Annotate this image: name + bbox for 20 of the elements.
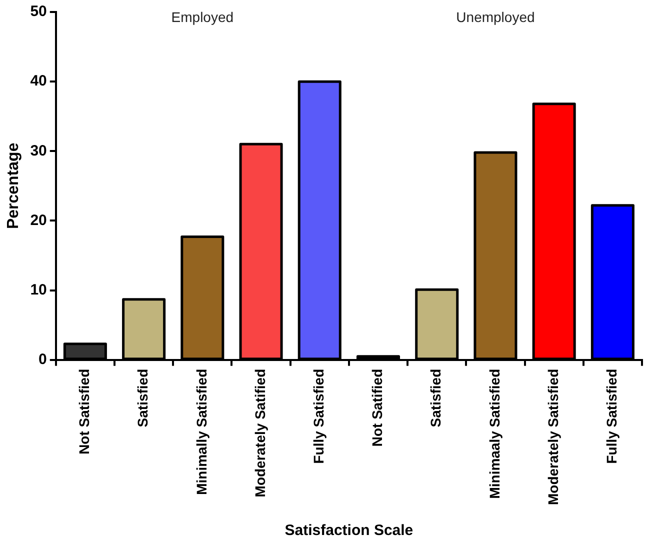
y-axis-title: Percentage <box>5 142 22 230</box>
y-tick-label: 30 <box>30 142 47 160</box>
x-tick-label: Satisfied <box>134 368 151 428</box>
annotation: Unemployed <box>456 8 535 25</box>
x-tick-label: Not Satisfied <box>76 368 92 454</box>
x-tick-label: Moderately Satisfied <box>544 368 561 506</box>
x-tick-label: Minimaaly Satisfied <box>486 368 502 499</box>
x-axis-title: Satisfaction Scale <box>284 522 414 540</box>
x-tick-label: Fully Satisfied <box>604 368 620 464</box>
y-tick-label: 0 <box>38 350 47 368</box>
x-tick-label: Moderately Satified <box>252 368 268 498</box>
x-tick-label: Fully Satisfied <box>310 368 326 464</box>
y-tick-label: 20 <box>30 212 47 229</box>
annotation: Employed <box>171 8 234 25</box>
x-tick-label: Satisfied <box>428 368 444 428</box>
y-tick-label: 40 <box>30 72 47 90</box>
y-tick-label: 50 <box>30 3 47 20</box>
x-tick-label: Not Satified <box>369 368 386 447</box>
y-tick-label: 10 <box>30 281 47 298</box>
x-tick-label: Minimally Satisfied <box>193 368 210 495</box>
